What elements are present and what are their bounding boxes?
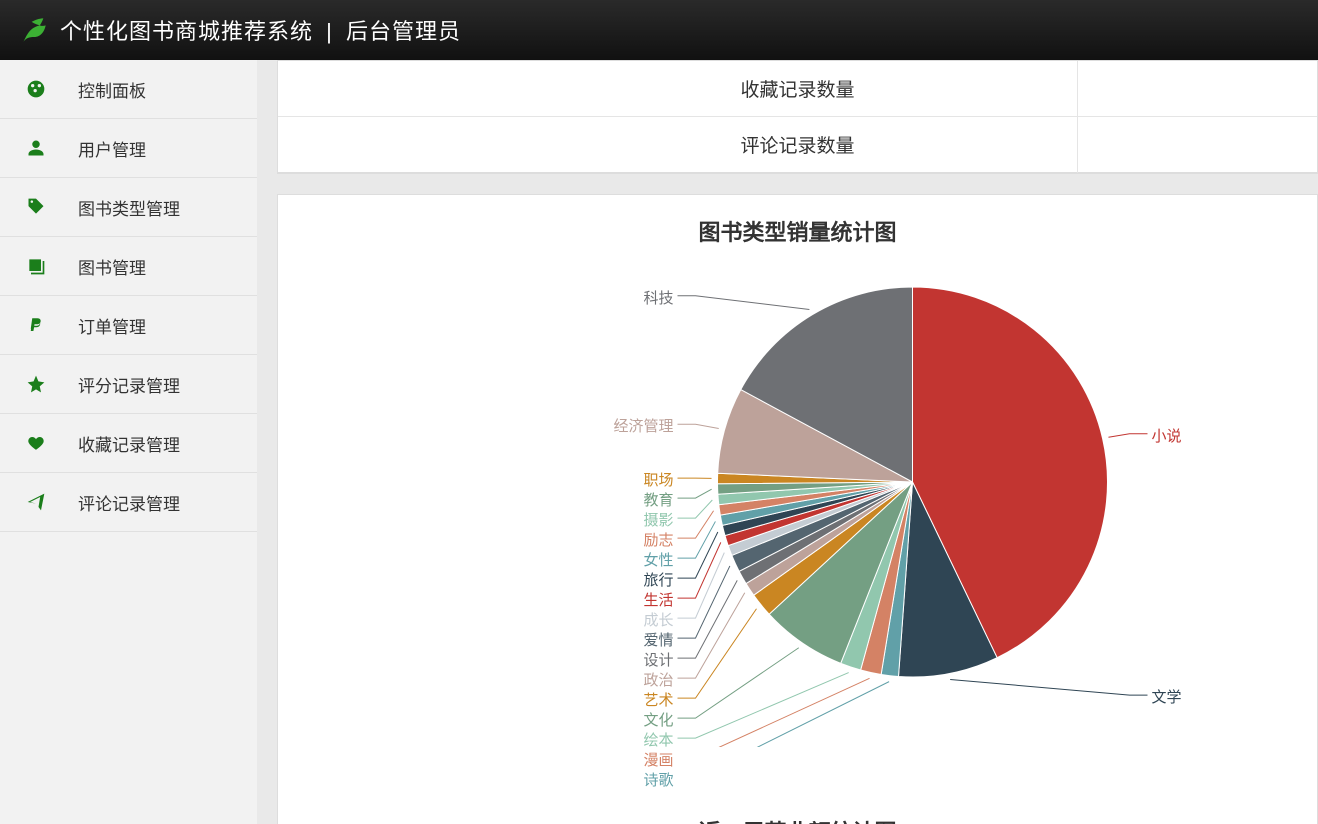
dashboard-icon (26, 79, 46, 99)
stat-value-column (1077, 61, 1317, 173)
pie-label: 经济管理 (613, 415, 673, 436)
paypal-icon (26, 315, 46, 335)
stat-table: 收藏记录数量 评论记录数量 (277, 60, 1318, 174)
sidebar-item-label: 评论记录管理 (78, 490, 180, 515)
pie-label: 漫画 (643, 749, 673, 770)
main-content: 收藏记录数量 评论记录数量 图书类型销量统计图 小说文学 科技经济管理职场教育摄影… (257, 60, 1318, 824)
pie-label: 生活 (643, 589, 673, 610)
sidebar-item-send[interactable]: 评论记录管理 (0, 473, 257, 532)
send-icon (26, 492, 46, 512)
sidebar-item-news[interactable]: 图书管理 (0, 237, 257, 296)
pie-label: 摄影 (643, 509, 673, 530)
pie-label: 小说 (1152, 425, 1182, 446)
heart-icon (26, 433, 46, 453)
pie-chart: 小说文学科技经济管理职场教育摄影励志女性旅行生活成长爱情设计政治艺术文化绘本漫画… (278, 277, 1317, 737)
pie-label: 励志 (643, 529, 673, 550)
sidebar-item-tag[interactable]: 图书类型管理 (0, 178, 257, 237)
sidebar-item-label: 图书管理 (78, 254, 146, 279)
pie-label: 科技 (643, 287, 673, 308)
sidebar-item-label: 用户管理 (78, 136, 146, 161)
pie-label: 艺术 (643, 689, 673, 710)
sidebar-item-star[interactable]: 评分记录管理 (0, 355, 257, 414)
user-icon (26, 138, 46, 158)
sidebar-item-label: 评分记录管理 (78, 372, 180, 397)
page-title: 个性化图书商城推荐系统 | 后台管理员 (60, 14, 461, 46)
pie-chart-card: 图书类型销量统计图 小说文学 科技经济管理职场教育摄影励志女性旅行生活成长爱情设计… (277, 194, 1318, 824)
pie-label: 爱情 (643, 629, 673, 650)
sidebar-item-label: 控制面板 (78, 77, 146, 102)
pie-label: 文学 (1152, 686, 1182, 707)
sidebar-item-heart[interactable]: 收藏记录管理 (0, 414, 257, 473)
sidebar-item-user[interactable]: 用户管理 (0, 119, 257, 178)
pie-label: 诗歌 (643, 769, 673, 790)
pie-chart-title: 图书类型销量统计图 (278, 215, 1317, 247)
pie-label: 政治 (643, 669, 673, 690)
pie-label: 职场 (643, 469, 673, 490)
star-icon (26, 374, 46, 394)
stat-label: 评论记录数量 (740, 131, 854, 158)
news-icon (26, 256, 46, 276)
line-chart-title: 近一周营业额统计图 (278, 815, 1317, 824)
pie-label: 女性 (643, 549, 673, 570)
sidebar-item-label: 图书类型管理 (78, 195, 180, 220)
pie-label: 绘本 (643, 729, 673, 750)
pie-label: 文化 (643, 709, 673, 730)
sidebar-item-paypal[interactable]: 订单管理 (0, 296, 257, 355)
header: 个性化图书商城推荐系统 | 后台管理员 (0, 0, 1318, 60)
title-main: 个性化图书商城推荐系统 (60, 19, 313, 44)
pie-label: 旅行 (643, 569, 673, 590)
tag-icon (26, 197, 46, 217)
sidebar-item-label: 订单管理 (78, 313, 146, 338)
pie-label: 设计 (643, 649, 673, 670)
title-divider: | (326, 19, 333, 44)
pie-label: 教育 (643, 489, 673, 510)
sidebar-item-label: 收藏记录管理 (78, 431, 180, 456)
title-sub: 后台管理员 (346, 19, 461, 44)
leaf-icon (20, 16, 48, 44)
sidebar-item-dashboard[interactable]: 控制面板 (0, 60, 257, 119)
stat-label: 收藏记录数量 (740, 75, 854, 102)
sidebar: 控制面板用户管理图书类型管理图书管理订单管理评分记录管理收藏记录管理评论记录管理 (0, 60, 257, 824)
pie-label: 成长 (643, 609, 673, 630)
